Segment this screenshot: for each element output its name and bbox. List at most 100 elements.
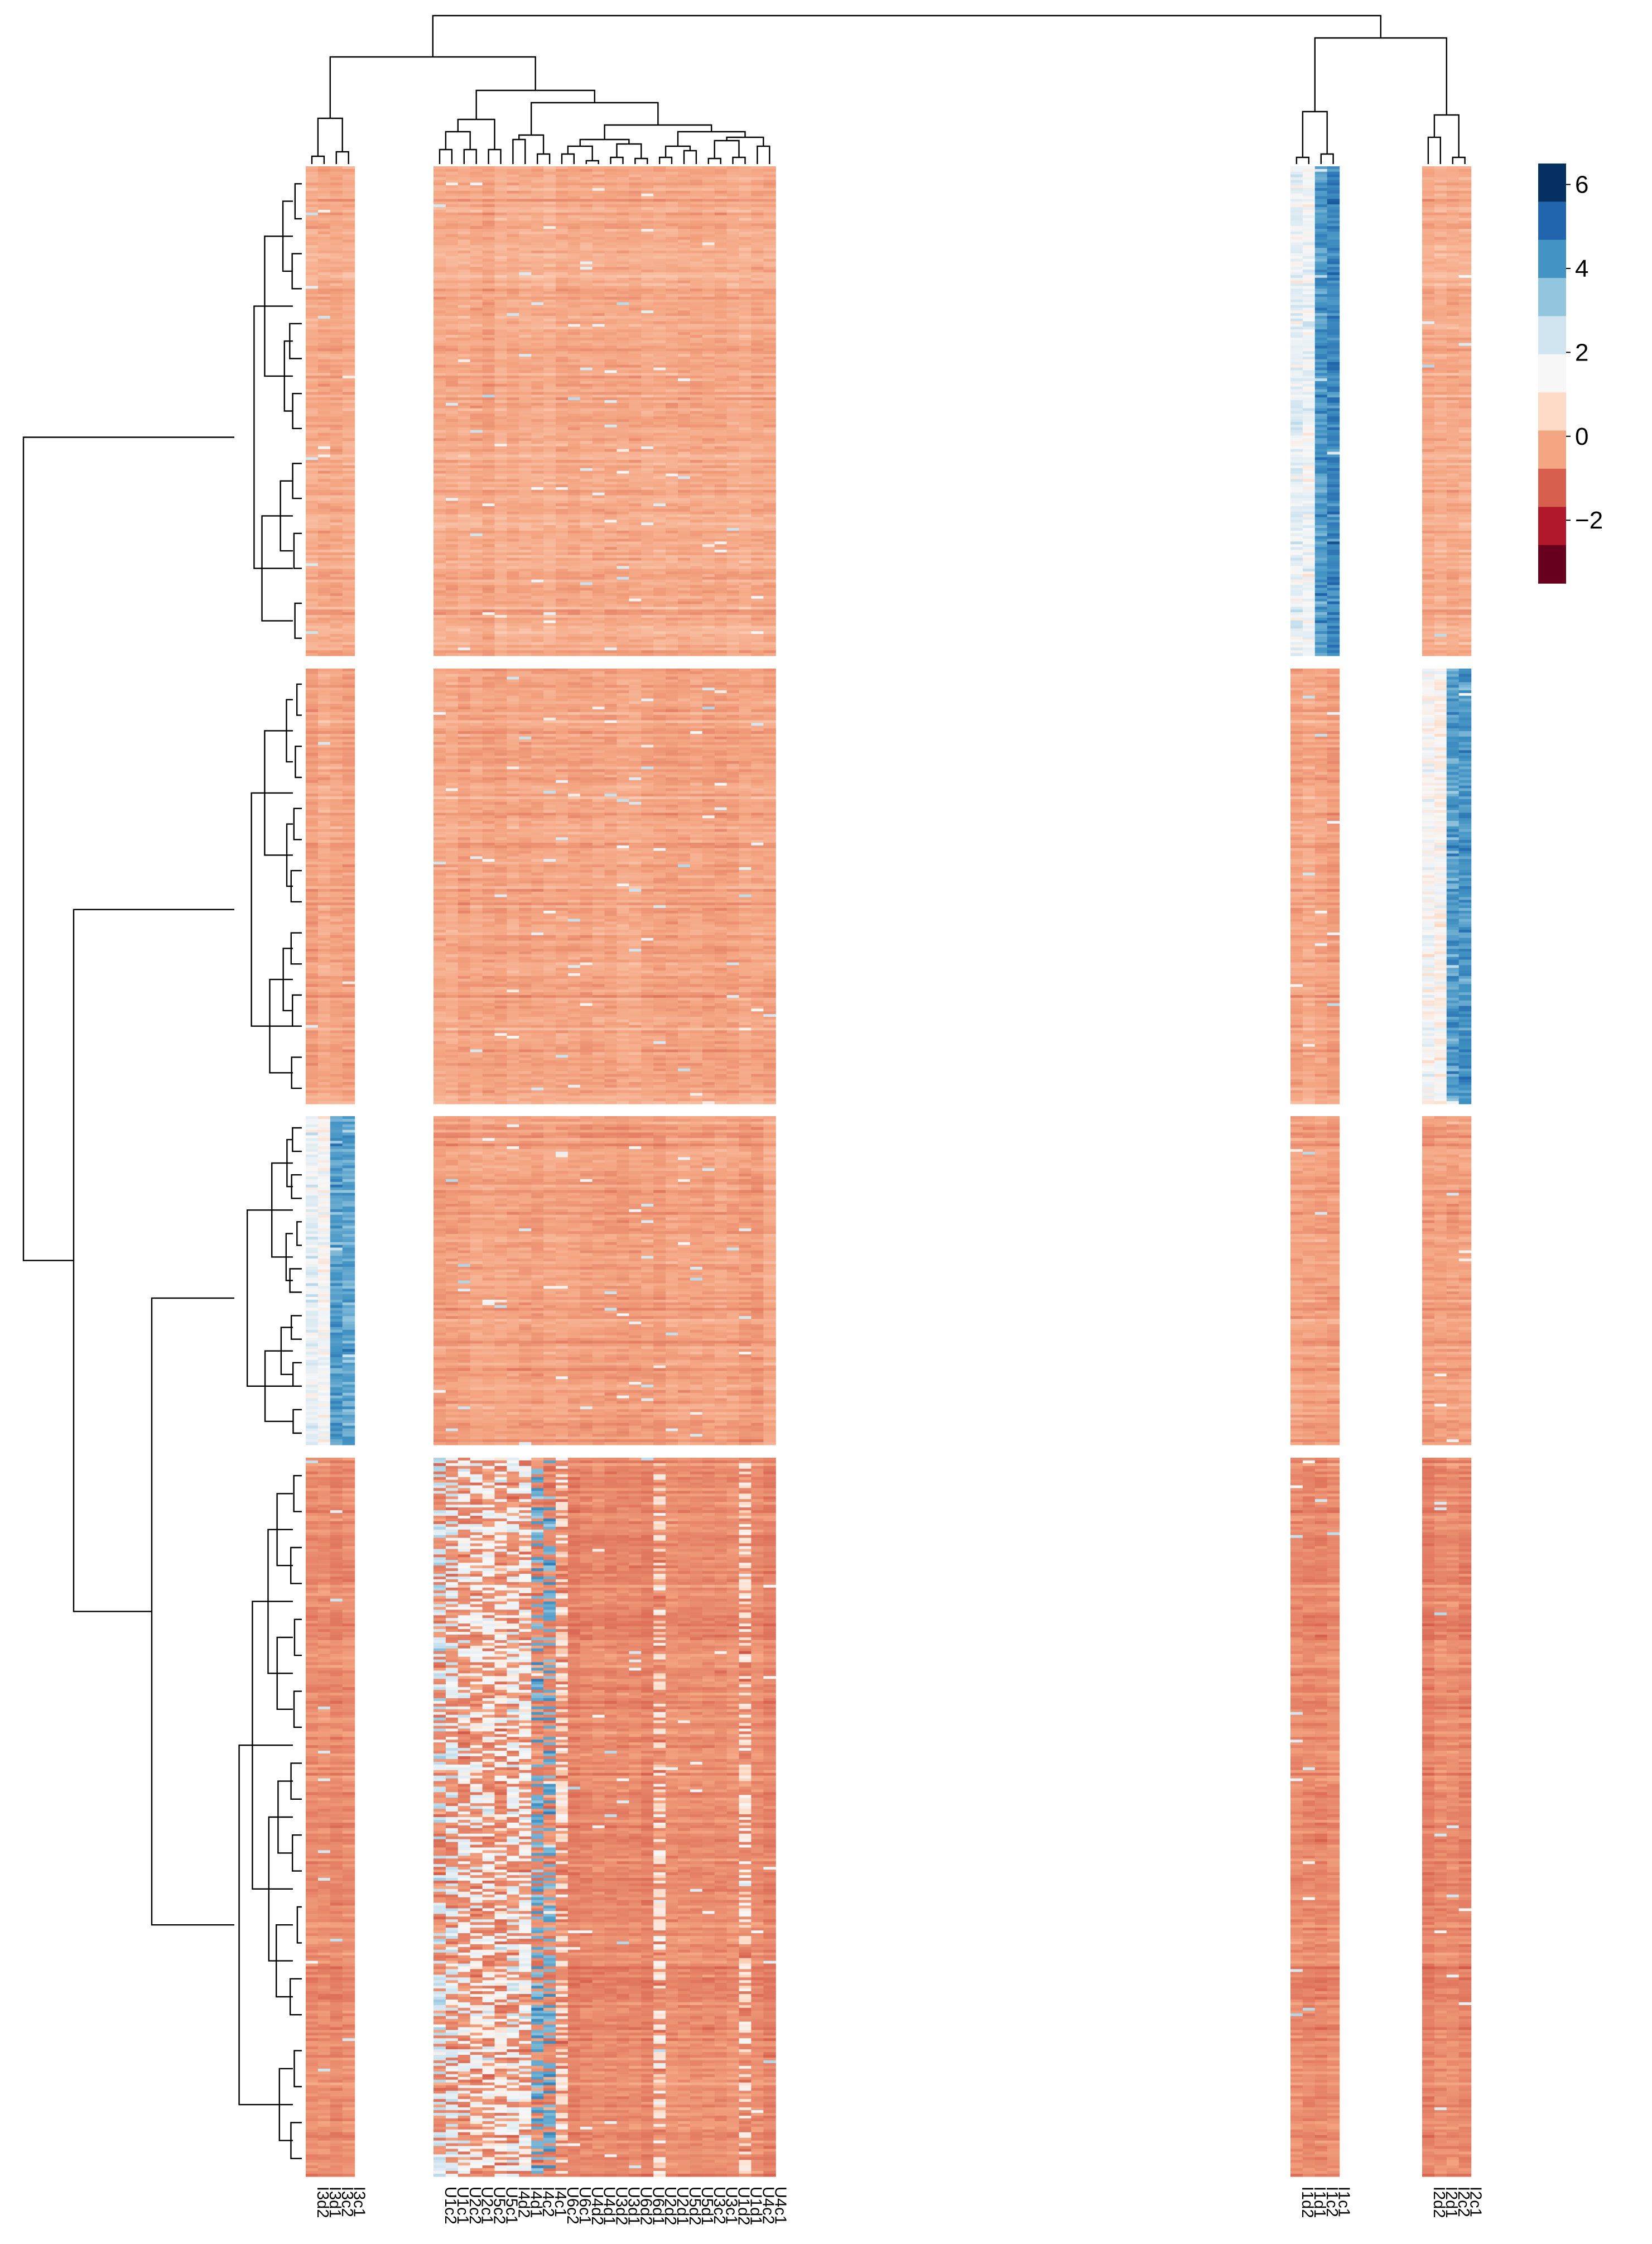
heatmap-cell — [1434, 343, 1447, 346]
heatmap-cell — [702, 409, 715, 411]
heatmap-cell — [715, 444, 728, 446]
heatmap-cell — [739, 270, 752, 272]
heatmap-cell — [580, 460, 593, 463]
heatmap-cell — [763, 256, 776, 259]
heatmap-cell — [318, 321, 331, 324]
heatmap-cell — [702, 340, 715, 343]
dendrogram-link-row-67 — [297, 1222, 302, 1245]
heatmap-cell — [702, 468, 715, 471]
heatmap-cell — [702, 490, 715, 493]
heatmap-cell — [1290, 326, 1303, 329]
heatmap-cell — [641, 348, 654, 351]
heatmap-cell — [507, 307, 519, 310]
heatmap-cell — [446, 240, 459, 243]
heatmap-cell — [446, 357, 459, 359]
heatmap-cell — [653, 291, 666, 294]
heatmap-cell — [483, 340, 495, 343]
heatmap-cell — [666, 232, 678, 234]
heatmap-cell — [434, 425, 446, 427]
heatmap-cell — [1315, 479, 1328, 482]
heatmap-cell — [434, 463, 446, 465]
heatmap-cell — [507, 232, 519, 234]
heatmap-cell — [330, 229, 343, 232]
heatmap-cell — [605, 251, 618, 253]
heatmap-cell — [446, 278, 459, 281]
heatmap-cell — [1327, 210, 1340, 213]
heatmap-cell — [690, 465, 703, 468]
heatmap-cell — [1459, 297, 1472, 300]
heatmap-cell — [715, 272, 728, 275]
heatmap-cell — [507, 270, 519, 272]
heatmap-cell — [446, 232, 459, 234]
heatmap-cell — [556, 182, 569, 185]
heatmap-cell — [446, 196, 459, 199]
heatmap-cell — [483, 460, 495, 463]
heatmap-cell — [446, 215, 459, 218]
heatmap-cell — [653, 226, 666, 229]
heatmap-cell — [739, 465, 752, 468]
dendrogram-link-col-33 — [1303, 112, 1327, 157]
heatmap-cell — [458, 297, 471, 300]
heatmap-cell — [1327, 338, 1340, 340]
heatmap-cell — [519, 343, 532, 346]
heatmap-cell — [343, 201, 355, 204]
dendrogram-link-row-51 — [254, 306, 293, 569]
heatmap-cell — [702, 457, 715, 460]
heatmap-cell — [556, 316, 569, 319]
heatmap-cell — [690, 267, 703, 270]
heatmap-cell — [580, 326, 593, 329]
heatmap-cell — [543, 300, 556, 302]
heatmap-cell — [605, 248, 618, 251]
heatmap-cell — [617, 468, 630, 471]
heatmap-cell — [470, 409, 483, 411]
heatmap-cell — [715, 196, 728, 199]
heatmap-cell — [306, 232, 319, 234]
heatmap-cell — [343, 422, 355, 425]
heatmap-cell — [330, 329, 343, 332]
heatmap-cell — [727, 166, 740, 169]
heatmap-cell — [1459, 188, 1472, 191]
heatmap-cell — [702, 185, 715, 188]
heatmap-cell — [495, 196, 508, 199]
heatmap-cell — [653, 335, 666, 338]
heatmap-cell — [1315, 414, 1328, 416]
heatmap-cell — [434, 397, 446, 400]
heatmap-cell — [702, 229, 715, 232]
heatmap-cell — [715, 188, 728, 191]
heatmap-cell — [629, 226, 642, 229]
heatmap-cell — [666, 300, 678, 302]
heatmap-cell — [470, 378, 483, 381]
heatmap-cell — [617, 422, 630, 425]
heatmap-cell — [1327, 185, 1340, 188]
heatmap-cell — [727, 182, 740, 185]
heatmap-cell — [1459, 335, 1472, 338]
heatmap-cell — [1327, 281, 1340, 283]
heatmap-cell — [568, 182, 581, 185]
heatmap-cell — [751, 449, 764, 452]
heatmap-cell — [617, 335, 630, 338]
heatmap-cell — [1422, 169, 1435, 172]
heatmap-cell — [715, 251, 728, 253]
heatmap-cell — [306, 474, 319, 477]
heatmap-cell — [605, 381, 618, 384]
heatmap-cell — [1447, 452, 1460, 455]
heatmap-cell — [1290, 310, 1303, 313]
heatmap-cell — [641, 242, 654, 245]
heatmap-cell — [702, 191, 715, 194]
heatmap-cell — [556, 332, 569, 335]
heatmap-cell — [751, 267, 764, 270]
heatmap-cell — [483, 387, 495, 390]
heatmap-cell — [330, 313, 343, 316]
heatmap-cell — [458, 390, 471, 392]
heatmap-cell — [580, 422, 593, 425]
heatmap-cell — [641, 264, 654, 267]
heatmap-cell — [715, 332, 728, 335]
heatmap-cell — [446, 321, 459, 324]
heatmap-cell — [1447, 188, 1460, 191]
heatmap-cell — [483, 270, 495, 272]
heatmap-cell — [629, 237, 642, 240]
heatmap-cell — [507, 411, 519, 414]
heatmap-cell — [739, 275, 752, 278]
heatmap-cell — [715, 409, 728, 411]
heatmap-cell — [593, 368, 605, 371]
